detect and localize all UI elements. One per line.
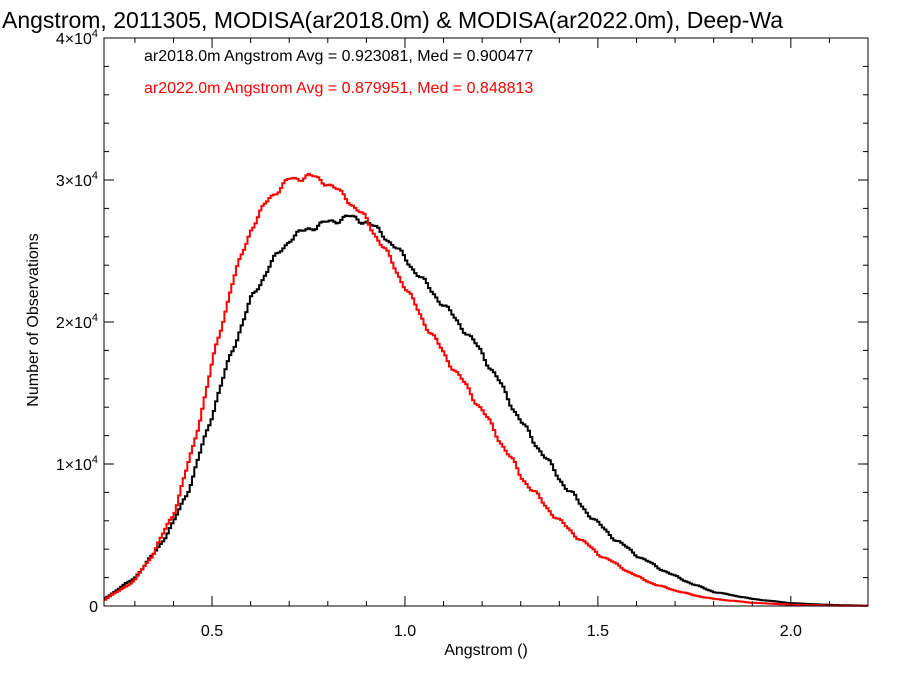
x-tick-label: 2.0 <box>780 623 802 640</box>
series-layer <box>104 172 868 607</box>
annotation-ar2022: ar2022.0m Angstrom Avg = 0.879951, Med =… <box>144 80 533 97</box>
x-axis-label: Angstrom () <box>444 642 528 659</box>
y-tick-label: 2×104 <box>56 312 98 332</box>
x-tick-label: 0.5 <box>201 623 223 640</box>
series-line-ar2022 <box>104 172 868 607</box>
x-tick-label: 1.0 <box>394 623 416 640</box>
series-line-ar2018 <box>104 214 868 607</box>
y-tick-label: 4×104 <box>56 28 98 48</box>
y-axis-label: Number of Observations <box>25 233 42 406</box>
y-tick-label: 0 <box>89 599 98 616</box>
annotation-ar2018: ar2018.0m Angstrom Avg = 0.923081, Med =… <box>144 48 533 65</box>
chart-title: Angstrom, 2011305, MODISA(ar2018.0m) & M… <box>2 7 783 33</box>
y-tick-label: 3×104 <box>56 170 98 190</box>
y-tick-label: 1×104 <box>56 454 98 474</box>
plot-area: 0.5 1.0 1.5 2.0 0 1×104 2×104 3×104 4×104 <box>56 28 869 640</box>
ticks-layer: 0.5 1.0 1.5 2.0 0 1×104 2×104 3×104 4×104 <box>56 28 868 640</box>
plot-frame <box>103 37 869 607</box>
x-tick-label: 1.5 <box>587 623 609 640</box>
